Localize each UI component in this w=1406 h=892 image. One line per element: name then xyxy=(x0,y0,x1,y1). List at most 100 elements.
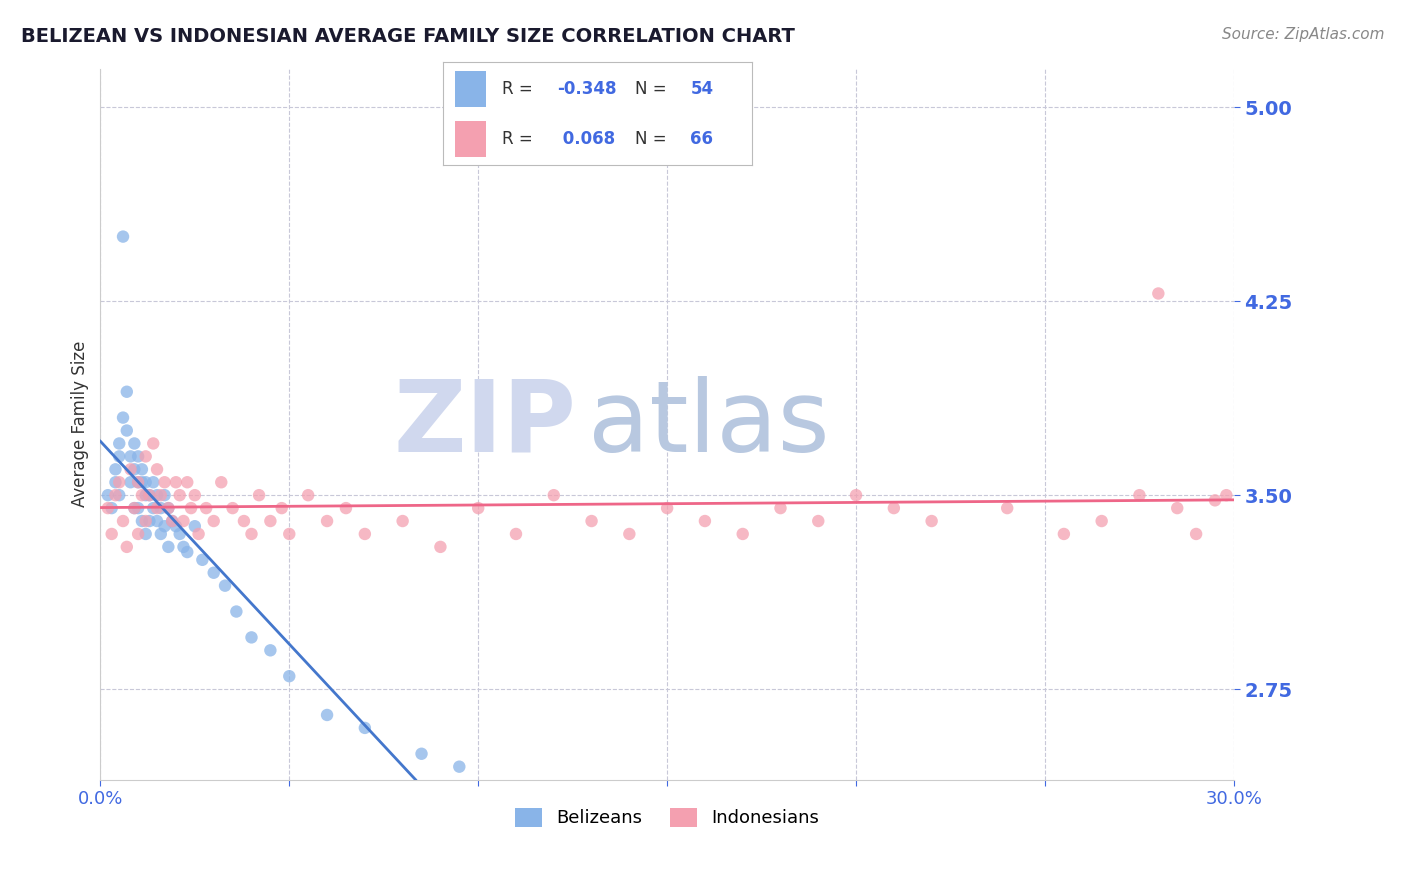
Point xyxy=(127,475,149,490)
Text: BELIZEAN VS INDONESIAN AVERAGE FAMILY SIZE CORRELATION CHART: BELIZEAN VS INDONESIAN AVERAGE FAMILY SI… xyxy=(21,27,794,45)
Point xyxy=(142,436,165,450)
Point xyxy=(921,514,943,528)
Point xyxy=(353,527,375,541)
Point xyxy=(108,475,131,490)
Point xyxy=(115,384,138,399)
Point xyxy=(153,519,176,533)
Point xyxy=(138,514,160,528)
Point xyxy=(142,501,165,516)
Point xyxy=(316,708,339,723)
Point xyxy=(108,488,131,502)
Point xyxy=(135,527,157,541)
Point xyxy=(131,462,153,476)
Point xyxy=(124,462,146,476)
Point xyxy=(111,229,134,244)
Point xyxy=(429,540,451,554)
Point xyxy=(120,475,142,490)
Point xyxy=(135,514,157,528)
Point xyxy=(221,501,243,516)
Point xyxy=(505,527,527,541)
Point xyxy=(124,501,146,516)
Text: R =: R = xyxy=(502,130,537,148)
Point xyxy=(146,488,169,502)
Point xyxy=(97,501,120,516)
Point xyxy=(146,514,169,528)
Point xyxy=(157,540,180,554)
Point xyxy=(187,527,209,541)
Point xyxy=(232,514,254,528)
Point xyxy=(172,514,194,528)
Point xyxy=(124,501,146,516)
Point xyxy=(316,514,339,528)
Point xyxy=(883,501,905,516)
Point xyxy=(240,527,263,541)
Point xyxy=(111,514,134,528)
Point xyxy=(353,721,375,735)
Point xyxy=(176,475,198,490)
Text: N =: N = xyxy=(634,130,672,148)
Text: Source: ZipAtlas.com: Source: ZipAtlas.com xyxy=(1222,27,1385,42)
Point xyxy=(135,488,157,502)
Point xyxy=(120,462,142,476)
Point xyxy=(449,760,471,774)
Point xyxy=(259,514,281,528)
Text: ZIP: ZIP xyxy=(394,376,576,473)
Point xyxy=(225,605,247,619)
Text: N =: N = xyxy=(634,79,672,97)
Point xyxy=(127,475,149,490)
Point xyxy=(127,527,149,541)
Point xyxy=(184,488,207,502)
Text: -0.348: -0.348 xyxy=(557,79,617,97)
Point xyxy=(655,501,678,516)
FancyBboxPatch shape xyxy=(456,70,486,106)
Point xyxy=(157,501,180,516)
Point xyxy=(169,488,191,502)
Point xyxy=(191,553,214,567)
Point xyxy=(115,424,138,438)
Point xyxy=(693,514,716,528)
Legend: Belizeans, Indonesians: Belizeans, Indonesians xyxy=(508,801,827,835)
Point xyxy=(131,488,153,502)
Point xyxy=(731,527,754,541)
Point xyxy=(202,566,225,580)
Point xyxy=(172,540,194,554)
Point xyxy=(157,501,180,516)
Point xyxy=(202,514,225,528)
Text: 54: 54 xyxy=(690,79,713,97)
Point xyxy=(131,475,153,490)
Point xyxy=(97,488,120,502)
Point xyxy=(1053,527,1076,541)
Point xyxy=(149,488,172,502)
Point xyxy=(1166,501,1188,516)
Point xyxy=(184,519,207,533)
Point xyxy=(176,545,198,559)
Point xyxy=(411,747,433,761)
Text: 0.068: 0.068 xyxy=(557,130,616,148)
Point xyxy=(1091,514,1114,528)
Point xyxy=(138,488,160,502)
Point xyxy=(142,475,165,490)
Point xyxy=(1215,488,1237,502)
Point xyxy=(278,669,301,683)
Point xyxy=(165,519,187,533)
Point xyxy=(104,475,127,490)
Point xyxy=(195,501,218,516)
Point xyxy=(543,488,565,502)
Point xyxy=(108,450,131,464)
Point xyxy=(769,501,792,516)
Point xyxy=(153,475,176,490)
Point xyxy=(467,501,489,516)
Point xyxy=(247,488,270,502)
Point xyxy=(131,514,153,528)
Point xyxy=(111,410,134,425)
Point xyxy=(104,462,127,476)
Point xyxy=(146,501,169,516)
Point xyxy=(124,436,146,450)
Point xyxy=(240,631,263,645)
Point xyxy=(120,450,142,464)
Point xyxy=(160,514,183,528)
Point xyxy=(104,488,127,502)
Point xyxy=(391,514,413,528)
Point xyxy=(270,501,292,516)
Point xyxy=(807,514,830,528)
